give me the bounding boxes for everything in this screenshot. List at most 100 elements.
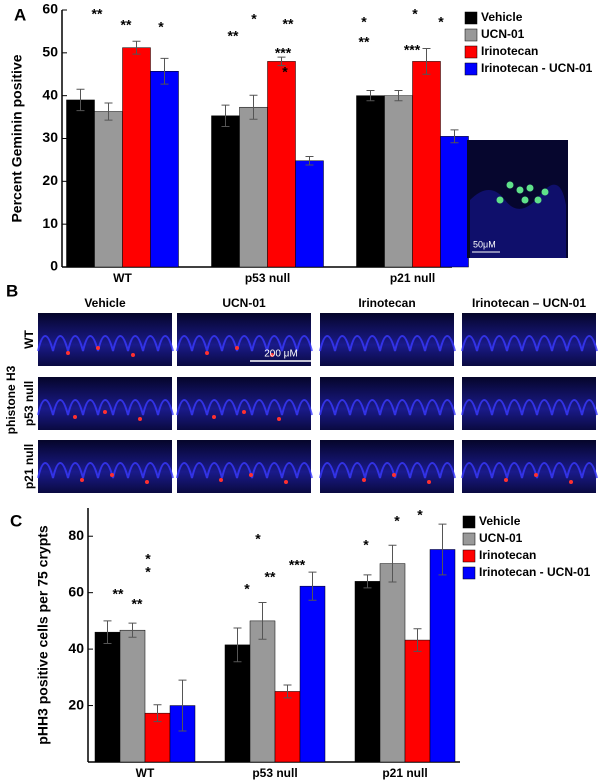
error-bar <box>132 40 141 55</box>
significance-mark: * <box>412 6 418 22</box>
bar <box>412 61 441 268</box>
error-bar <box>160 57 169 85</box>
column-label: Irinotecan <box>358 296 415 310</box>
bar <box>429 549 456 763</box>
significance-mark: *** <box>275 45 292 61</box>
column-label: UCN-01 <box>222 296 266 310</box>
micrograph <box>462 440 596 493</box>
legend-label: Vehicle <box>479 514 521 528</box>
cell-stain <box>277 417 281 421</box>
y-tick-label: 50 <box>42 44 58 60</box>
bar <box>122 47 151 268</box>
legend-swatch <box>464 28 478 42</box>
crypt-outline <box>461 335 598 352</box>
error-bar <box>249 94 258 120</box>
error-bar <box>305 155 314 166</box>
micrograph <box>320 377 454 430</box>
y-tick-label: 0 <box>50 258 58 274</box>
y-tick-label: 60 <box>68 583 84 599</box>
y-axis-label: pHH3 positive cells per 75 crypts <box>35 525 51 745</box>
legend-label: Vehicle <box>481 10 523 24</box>
cell-stain <box>219 478 223 482</box>
bar <box>379 563 406 763</box>
significance-mark: ** <box>283 16 294 32</box>
panel-label: A <box>14 5 26 24</box>
cell-stain <box>205 351 209 355</box>
column-label: Irinotecan – UCN-01 <box>472 296 586 310</box>
error-bar <box>103 620 112 644</box>
significance-mark: * <box>145 551 151 567</box>
error-bar <box>388 544 397 583</box>
scale-label: 50μM <box>473 239 496 249</box>
micrograph <box>462 377 596 430</box>
significance-mark: * <box>244 581 250 597</box>
crypt-outline <box>461 399 598 416</box>
bar <box>239 106 268 268</box>
significance-mark: *** <box>289 557 306 573</box>
y-tick-label: 10 <box>42 215 58 231</box>
error-bar <box>363 574 372 589</box>
x-tick-label: p53 null <box>245 271 290 285</box>
bar <box>295 160 324 268</box>
cell-stain <box>516 186 524 194</box>
error-bar <box>308 571 317 601</box>
x-tick-label: p21 null <box>390 271 435 285</box>
error-bar <box>178 679 187 732</box>
legend-swatch <box>464 45 478 59</box>
y-tick-label: 20 <box>68 696 84 712</box>
x-tick-label: WT <box>113 271 132 285</box>
x-tick-label: WT <box>136 766 155 780</box>
cell-stain <box>73 415 77 419</box>
micrograph <box>177 377 311 430</box>
y-axis-label: phistone H3 <box>4 365 18 434</box>
cell-stain <box>534 473 538 477</box>
scale-label: 200 μM <box>264 349 298 360</box>
error-bar <box>283 684 292 699</box>
legend-label: Irinotecan - UCN-01 <box>481 61 593 75</box>
micrograph <box>177 313 311 366</box>
error-bar <box>413 628 422 652</box>
y-tick-label: 40 <box>42 86 58 102</box>
cell-stain <box>235 346 239 350</box>
significance-mark: ** <box>228 28 239 44</box>
bar <box>94 631 121 763</box>
legend-swatch <box>462 566 476 580</box>
significance-mark: ** <box>92 6 103 22</box>
cell-stain <box>145 480 149 484</box>
crypt-outline <box>319 335 456 352</box>
y-tick-label: 80 <box>68 527 84 543</box>
cell-stain <box>110 473 114 477</box>
crypt-outline <box>176 462 313 479</box>
error-bar <box>450 129 459 144</box>
cell-stain <box>249 473 253 477</box>
crypt-outline <box>319 462 456 479</box>
bar <box>267 61 296 268</box>
legend-label: Irinotecan <box>479 548 536 562</box>
significance-mark: ** <box>265 569 276 585</box>
y-axis-label: Percent Geminin positive <box>9 54 25 222</box>
bar <box>356 95 385 268</box>
x-tick-label: p53 null <box>252 766 297 780</box>
bar <box>211 115 240 268</box>
crypt-outline <box>461 462 598 479</box>
cell-stain <box>212 415 216 419</box>
y-tick-label: 30 <box>42 129 58 145</box>
significance-mark: * <box>158 19 164 35</box>
cell-stain <box>66 351 70 355</box>
legend-swatch <box>464 62 478 76</box>
cell-stain <box>103 410 107 414</box>
cell-stain <box>392 473 396 477</box>
crypt-outline <box>176 399 313 416</box>
significance-mark: ** <box>359 34 370 50</box>
significance-mark: *** <box>404 42 421 58</box>
cell-stain <box>284 480 288 484</box>
panel-label: B <box>6 281 18 300</box>
error-bar <box>221 104 230 128</box>
cell-stain <box>496 196 504 204</box>
row-label: p21 null <box>22 444 36 489</box>
error-bar <box>422 48 431 75</box>
bar <box>249 620 276 763</box>
cell-stain <box>526 184 534 192</box>
bar <box>440 136 469 268</box>
significance-mark: * <box>363 537 369 553</box>
